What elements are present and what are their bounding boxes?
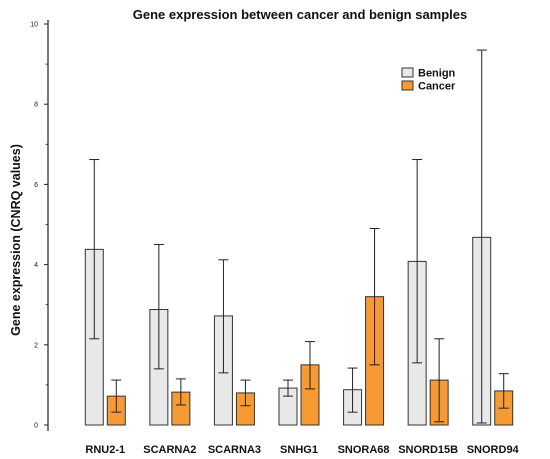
chart-title: Gene expression between cancer and benig… <box>133 7 468 22</box>
legend-label-benign: Benign <box>418 68 456 80</box>
y-tick-label: 6 <box>34 182 38 189</box>
x-tick-label: SNORA68 <box>338 444 390 456</box>
y-tick-label: 0 <box>34 423 38 430</box>
y-tick-label: 4 <box>34 262 38 269</box>
legend-swatch-benign <box>401 67 414 78</box>
axes: 0 2 4 6 8 10 <box>30 20 49 431</box>
legend-swatch-cancer <box>401 80 414 91</box>
x-tick-label: SNHG1 <box>280 444 318 456</box>
x-tick-label: SNORD94 <box>467 444 520 456</box>
x-tick-label: SCARNA2 <box>143 444 196 456</box>
x-tick-labels: RNU2-1 SCARNA2 SCARNA3 SNHG1 SNORA68 SNORD15B… <box>85 444 519 456</box>
x-tick-label: SCARNA3 <box>208 444 261 456</box>
y-tick-label: 8 <box>34 102 38 109</box>
x-tick-label: RNU2-1 <box>85 444 125 456</box>
legend-label-cancer: Cancer <box>418 81 456 93</box>
x-tick-label: SNORD15B <box>398 444 458 456</box>
y-axis-label: Gene expression (CNRQ values) <box>9 144 23 336</box>
y-tick-label: 10 <box>30 22 38 29</box>
bars <box>84 49 514 426</box>
y-tick-label: 2 <box>34 342 38 349</box>
